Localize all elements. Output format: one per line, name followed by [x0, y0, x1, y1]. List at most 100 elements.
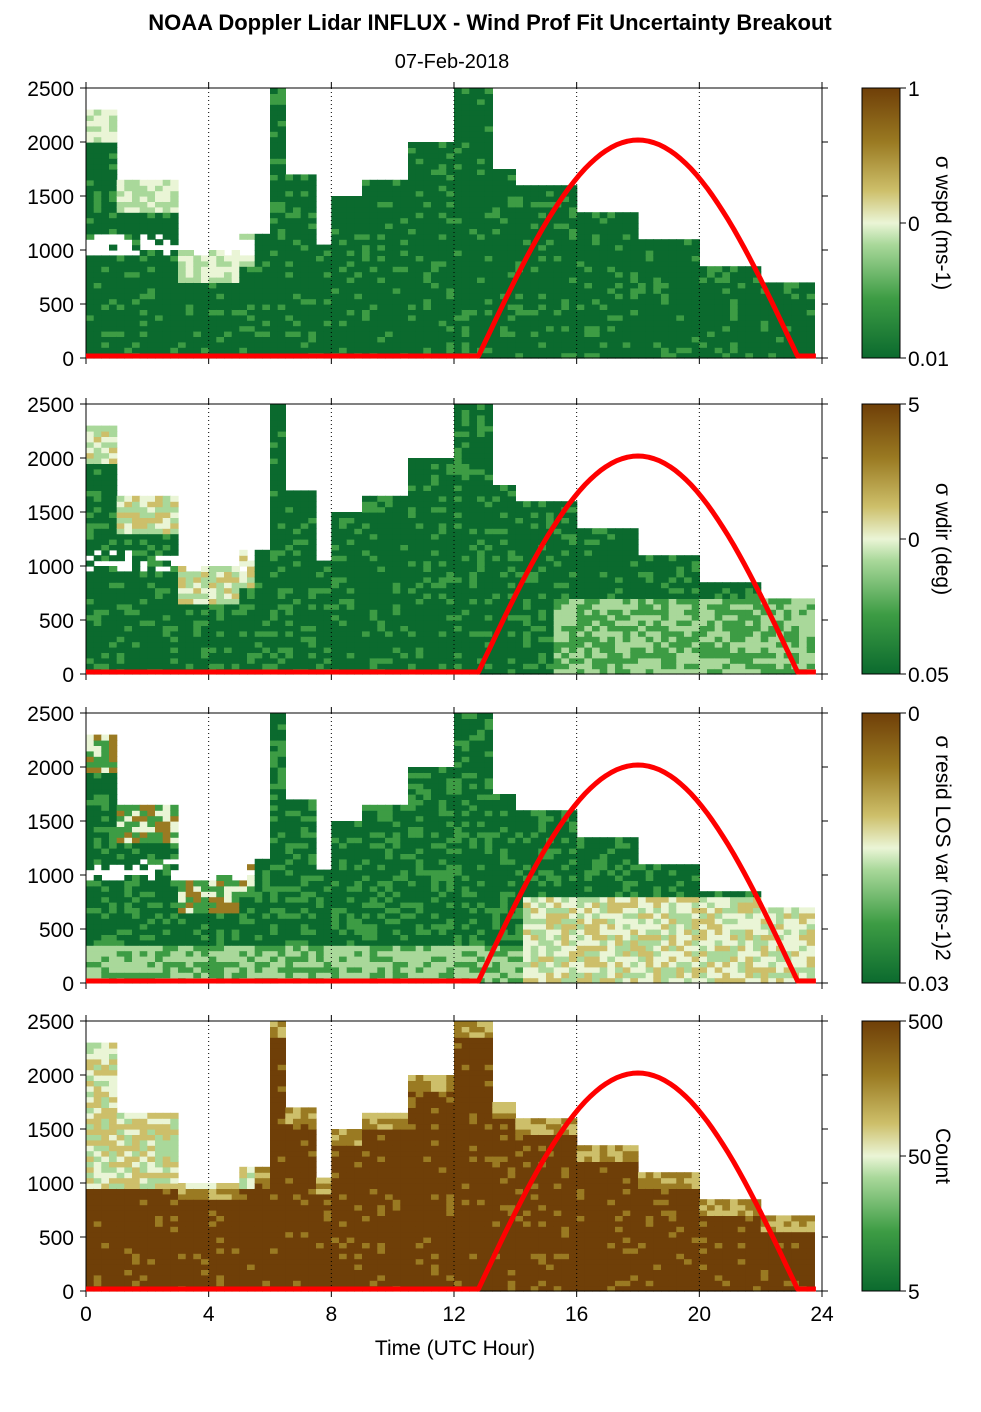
- heatmap-cell: [569, 517, 578, 524]
- heatmap-cell: [615, 233, 624, 240]
- heatmap-cell: [530, 663, 539, 670]
- heatmap-cell: [247, 603, 256, 610]
- heatmap-cell: [699, 331, 708, 337]
- heatmap-cell: [124, 212, 133, 219]
- heatmap-cell: [132, 544, 141, 551]
- heatmap-cell: [691, 298, 700, 305]
- heatmap-cell: [760, 314, 769, 321]
- heatmap-cell: [208, 250, 217, 256]
- heatmap-cell: [415, 506, 424, 513]
- heatmap-cell: [308, 309, 317, 316]
- heatmap-cell: [431, 593, 440, 599]
- heatmap-cell: [515, 625, 524, 632]
- heatmap-cell: [354, 620, 363, 626]
- heatmap-cell: [208, 636, 217, 643]
- heatmap-cell: [576, 347, 585, 354]
- heatmap-cell: [101, 468, 110, 475]
- heatmap-cell: [400, 560, 409, 567]
- heatmap-cell: [362, 512, 371, 518]
- heatmap-cell: [377, 206, 386, 213]
- heatmap-cell: [101, 125, 110, 132]
- heatmap-cell: [308, 255, 317, 262]
- heatmap-cell: [431, 277, 440, 283]
- heatmap-cell: [300, 560, 309, 567]
- heatmap-cell: [576, 582, 585, 589]
- heatmap-cell: [93, 485, 102, 491]
- heatmap-cell: [569, 620, 578, 626]
- heatmap-cell: [362, 271, 371, 278]
- heatmap-cell: [423, 228, 432, 235]
- heatmap-cell: [308, 533, 317, 540]
- heatmap-cell: [553, 647, 562, 653]
- heatmap-cell: [339, 266, 348, 273]
- heatmap-cell: [262, 266, 271, 273]
- heatmap-cell: [300, 228, 309, 235]
- heatmap-cell: [469, 409, 478, 416]
- heatmap-cell: [224, 652, 233, 659]
- heatmap-cell: [408, 657, 417, 664]
- heatmap-cell: [377, 620, 386, 626]
- heatmap-cell: [461, 441, 470, 448]
- heatmap-cell: [546, 206, 555, 213]
- heatmap-cell: [93, 609, 102, 616]
- heatmap-cell: [308, 293, 317, 300]
- heatmap-cell: [431, 190, 440, 197]
- heatmap-cell: [93, 544, 102, 551]
- heatmap-cell: [722, 341, 731, 348]
- heatmap-cell: [461, 544, 470, 551]
- heatmap-cell: [408, 485, 417, 491]
- heatmap-cell: [178, 603, 187, 610]
- heatmap-cell: [216, 636, 225, 643]
- heatmap-cell: [162, 636, 171, 643]
- heatmap-cell: [431, 636, 440, 643]
- heatmap-cell: [454, 88, 463, 94]
- heatmap-cell: [461, 490, 470, 497]
- heatmap-cell: [730, 309, 739, 316]
- heatmap-cell: [385, 512, 394, 518]
- heatmap-cell: [691, 331, 700, 337]
- heatmap-cell: [93, 152, 102, 159]
- heatmap-cell: [730, 320, 739, 327]
- heatmap-cell: [109, 614, 118, 621]
- heatmap-cell: [538, 555, 547, 562]
- heatmap-cell: [569, 309, 578, 316]
- heatmap-cell: [293, 636, 302, 643]
- heatmap-cell: [446, 190, 455, 197]
- heatmap-cell: [339, 244, 348, 251]
- heatmap-cell: [101, 131, 110, 138]
- heatmap-cell: [270, 452, 279, 459]
- heatmap-cell: [484, 277, 493, 283]
- heatmap-cell: [645, 282, 654, 289]
- heatmap-cell: [431, 566, 440, 572]
- heatmap-cell: [293, 271, 302, 278]
- heatmap-cell: [446, 647, 455, 653]
- heatmap-cell: [270, 636, 279, 643]
- heatmap-cell: [132, 185, 141, 192]
- heatmap-cell: [109, 293, 118, 300]
- heatmap-cell: [254, 239, 263, 246]
- heatmap-cell: [208, 598, 217, 605]
- heatmap-cell: [178, 336, 187, 343]
- heatmap-cell: [385, 522, 394, 529]
- heatmap-cell: [132, 501, 141, 508]
- heatmap-cell: [408, 298, 417, 305]
- heatmap-cell: [270, 463, 279, 470]
- heatmap-cell: [538, 185, 547, 192]
- heatmap-cell: [438, 190, 447, 197]
- heatmap-cell: [446, 152, 455, 159]
- heatmap-cell: [109, 571, 118, 578]
- heatmap-cell: [561, 652, 570, 659]
- heatmap-cell: [354, 341, 363, 348]
- heatmap-cell: [415, 298, 424, 305]
- heatmap-cell: [745, 331, 754, 337]
- heatmap-cell: [300, 250, 309, 256]
- heatmap-cell: [116, 179, 125, 186]
- heatmap-cell: [124, 620, 133, 626]
- heatmap-cell: [408, 555, 417, 562]
- heatmap-cell: [224, 609, 233, 616]
- heatmap-cell: [400, 304, 409, 310]
- heatmap-cell: [461, 120, 470, 127]
- heatmap-cell: [231, 652, 240, 659]
- heatmap-cell: [208, 255, 217, 262]
- heatmap-cell: [415, 196, 424, 202]
